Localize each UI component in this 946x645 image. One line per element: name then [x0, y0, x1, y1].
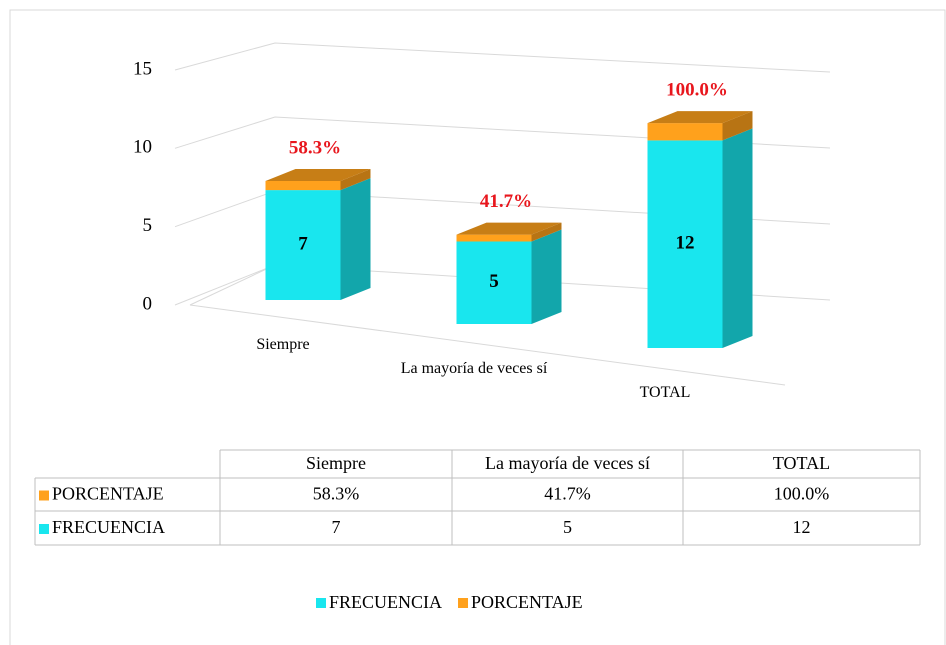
bar-top — [265, 168, 371, 181]
table-cell: 41.7% — [544, 484, 591, 504]
y-tick-label: 10 — [133, 137, 152, 158]
bar-front — [647, 140, 723, 348]
x-tick-label: TOTAL — [639, 384, 691, 401]
y-tick-label: 0 — [143, 293, 153, 314]
bar-side — [531, 229, 562, 324]
table-cell: 100.0% — [774, 484, 830, 504]
chart-border — [9, 9, 946, 645]
grid-line — [174, 116, 831, 149]
bar-top — [647, 111, 753, 124]
table-cell: 12 — [793, 517, 811, 537]
legend-label: FRECUENCIA — [329, 592, 442, 612]
floor-edge — [189, 304, 786, 386]
value-label: 7 — [298, 233, 308, 254]
table-key — [39, 490, 49, 501]
legend-key — [458, 598, 469, 608]
bar-side — [340, 178, 371, 300]
y-tick-label: 15 — [133, 58, 152, 79]
bar-front — [456, 234, 532, 242]
bar-side — [722, 111, 753, 141]
table-cell: 5 — [563, 517, 572, 537]
value-label: 5 — [489, 271, 499, 292]
percent-label: 100.0% — [666, 79, 728, 100]
y-tick-label: 5 — [143, 215, 153, 236]
percent-label: 41.7% — [480, 191, 532, 212]
table-cell: 58.3% — [313, 484, 360, 504]
table-header: Siempre — [306, 453, 366, 473]
bar-top — [456, 222, 562, 235]
grid-line — [174, 42, 831, 73]
bar-side — [340, 168, 371, 191]
bar-side — [531, 222, 562, 242]
table-key — [39, 524, 49, 534]
x-tick-label: La mayoría de veces sí — [400, 360, 548, 377]
side-floor — [189, 264, 276, 306]
table-header: La mayoría de veces sí — [485, 453, 650, 473]
table-row-label: FRECUENCIA — [52, 517, 165, 537]
table-header: TOTAL — [773, 453, 830, 473]
bar-front — [265, 190, 341, 300]
legend-label: PORCENTAJE — [471, 592, 583, 612]
legend-key — [316, 598, 326, 608]
percent-label: 58.3% — [289, 137, 341, 158]
table-cell: 7 — [332, 517, 341, 537]
bar-side — [722, 128, 753, 348]
value-label: 12 — [676, 233, 695, 254]
table-row-label: PORCENTAJE — [52, 484, 164, 504]
bar-front — [647, 123, 723, 141]
bar-front — [456, 241, 532, 324]
x-tick-label: Siempre — [256, 336, 310, 353]
bar-front — [265, 180, 341, 191]
